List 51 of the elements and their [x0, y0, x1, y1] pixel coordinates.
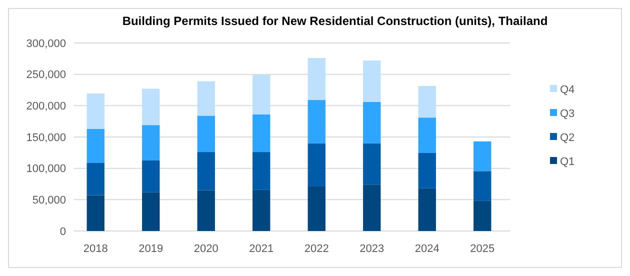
y-tick-label: 150,000: [26, 132, 66, 144]
bar: [197, 81, 215, 116]
bar: [86, 128, 104, 163]
bar: [418, 188, 436, 231]
x-tick-label: 2023: [360, 243, 384, 255]
bar: [418, 152, 436, 188]
legend-label: Q2: [560, 132, 575, 144]
bar: [363, 102, 381, 144]
bar: [418, 118, 436, 153]
bar: [197, 116, 215, 152]
bar: [308, 186, 326, 231]
bar: [197, 152, 215, 190]
bar: [308, 100, 326, 144]
bar: [86, 93, 104, 129]
y-tick-label: 200,000: [26, 100, 66, 113]
x-tick-label: 2025: [470, 243, 495, 255]
bar: [363, 60, 381, 102]
x-tick-label: 2021: [249, 243, 274, 255]
bar: [363, 143, 381, 185]
bar: [86, 162, 104, 196]
bar: [142, 125, 160, 160]
y-tick-label: 100,000: [26, 163, 66, 176]
bar: [252, 152, 270, 190]
x-tick-label: 2024: [414, 243, 440, 255]
x-tick-label: 2022: [304, 243, 329, 255]
y-tick-label: 250,000: [26, 69, 66, 82]
bar: [142, 88, 160, 126]
bar: [142, 192, 160, 231]
x-tick-label: 2019: [138, 243, 164, 255]
x-tick-label: 2018: [83, 243, 108, 255]
bar: [308, 58, 326, 100]
bar: [363, 184, 381, 231]
bar: [474, 171, 492, 201]
bar: [418, 86, 436, 118]
bar: [474, 141, 492, 172]
legend-label: Q3: [560, 108, 575, 120]
bar: [252, 74, 270, 114]
y-tick-label: 50,000: [32, 194, 66, 207]
bar: [308, 143, 326, 187]
x-tick-label: 2020: [194, 243, 218, 255]
y-tick-label: 0: [60, 226, 66, 238]
y-tick-label: 300,000: [26, 38, 66, 50]
bar: [252, 114, 270, 152]
bar: [474, 200, 492, 231]
chart-title: Building Permits Issued for New Residential Construction (units), Thailand: [122, 14, 548, 28]
bar: [252, 190, 270, 231]
legend-label: Q1: [560, 156, 575, 168]
bar: [86, 195, 104, 231]
bar: [197, 190, 215, 231]
bar: [142, 160, 160, 192]
legend-label: Q4: [560, 84, 575, 96]
